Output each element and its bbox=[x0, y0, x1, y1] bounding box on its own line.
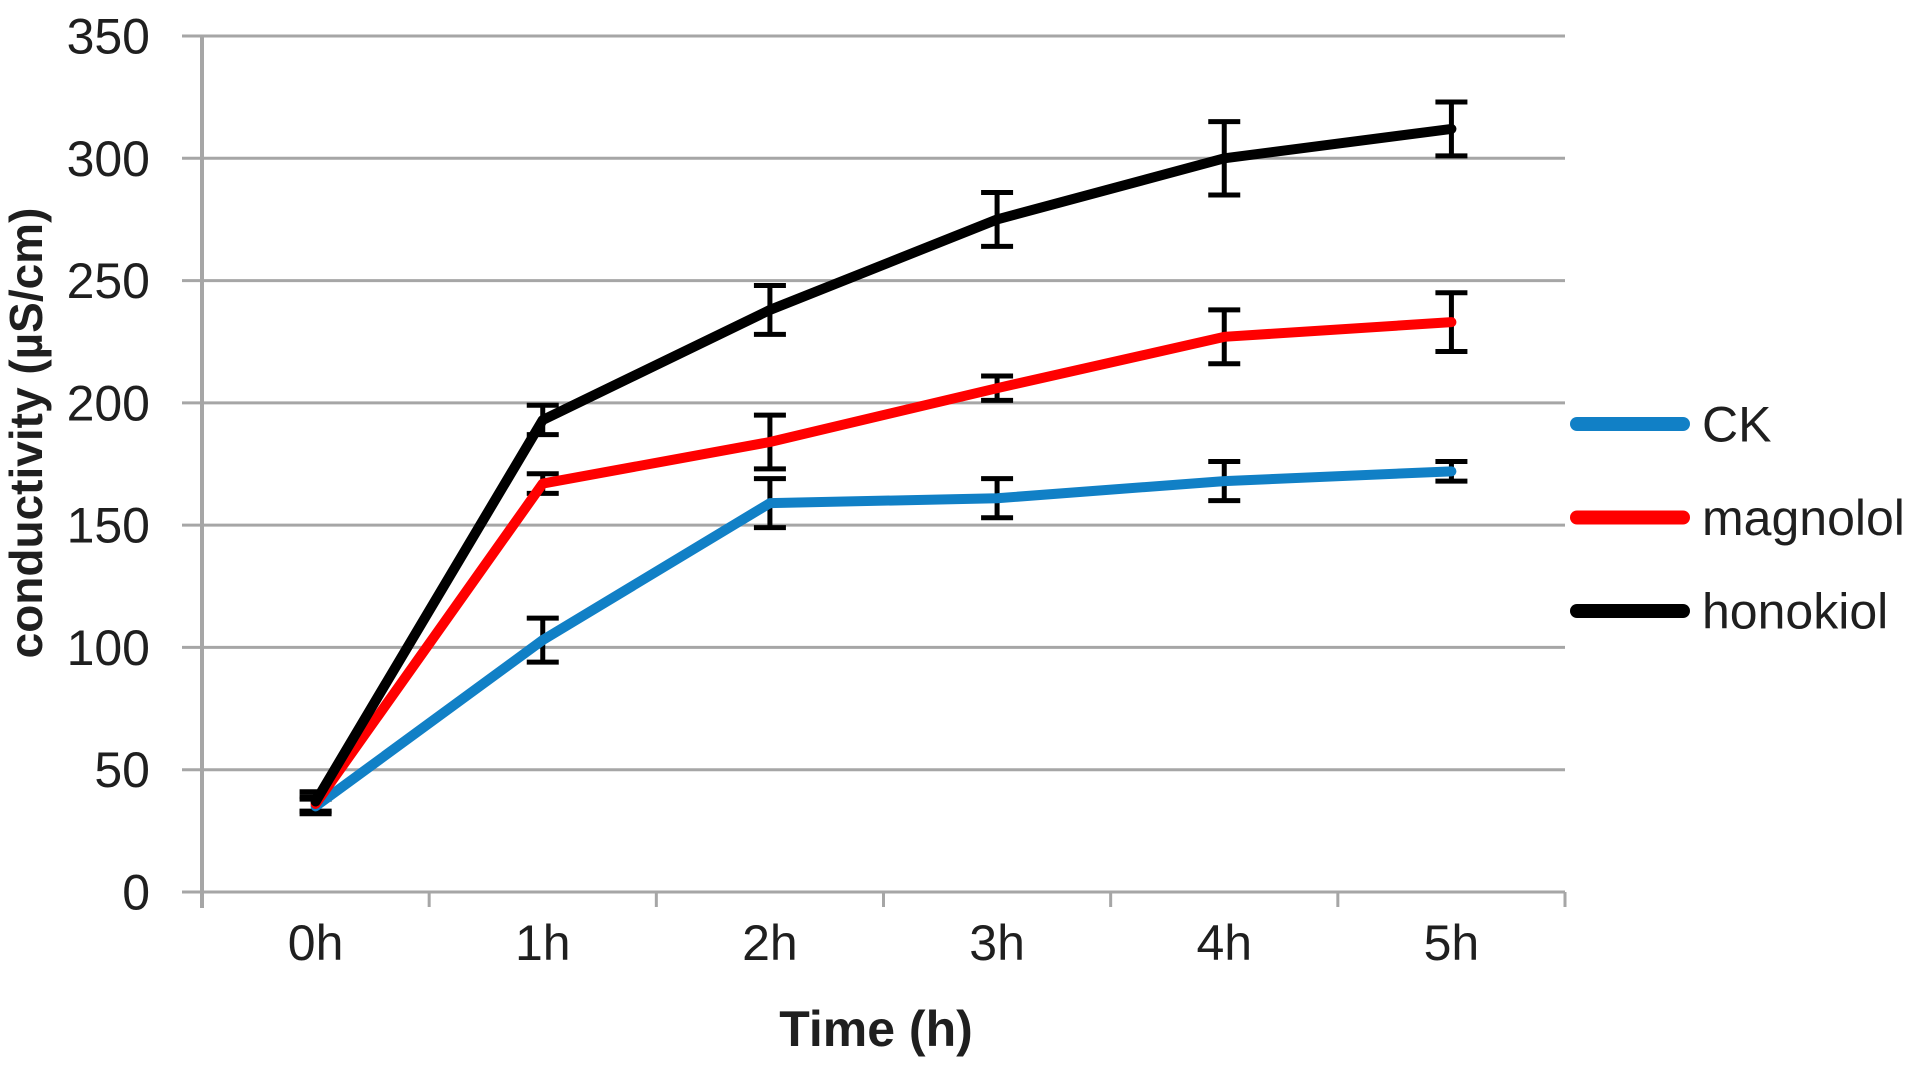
y-tick-label-250: 250 bbox=[67, 253, 150, 309]
x-tick-label-3h: 3h bbox=[969, 915, 1025, 971]
axes-layer bbox=[200, 36, 1567, 908]
y-tick-label-350: 350 bbox=[67, 9, 150, 65]
legend-swatch-CK bbox=[1570, 417, 1690, 431]
x-tick-label-1h: 1h bbox=[515, 915, 571, 971]
y-axis-title: conductivity (µS/cm) bbox=[0, 208, 52, 659]
legend-label-honokiol: honokiol bbox=[1702, 584, 1888, 640]
legend-label-magnolol: magnolol bbox=[1702, 490, 1905, 546]
error-bars-layer bbox=[299, 99, 1468, 817]
tick-labels-layer: 0 50 100 150 200 250 300 350 0h 1h 2h 3h 4h 5h bbox=[67, 9, 1480, 972]
y-tick-label-50: 50 bbox=[94, 742, 150, 798]
y-tick-label-0: 0 bbox=[122, 865, 150, 921]
legend-swatch-honokiol bbox=[1570, 604, 1690, 618]
y-tick-label-150: 150 bbox=[67, 498, 150, 554]
y-tick-label-100: 100 bbox=[67, 620, 150, 676]
x-tick-label-0h: 0h bbox=[288, 915, 344, 971]
legend: CK magnolol honokiol bbox=[1570, 397, 1905, 640]
x-tick-label-4h: 4h bbox=[1196, 915, 1252, 971]
legend-swatch-magnolol bbox=[1570, 510, 1690, 525]
series-line-magnolol bbox=[310, 317, 1457, 809]
x-axis-title: Time (h) bbox=[779, 1001, 973, 1057]
x-tick-label-5h: 5h bbox=[1424, 915, 1480, 971]
gridlines-layer bbox=[182, 34, 1565, 894]
legend-label-CK: CK bbox=[1702, 397, 1771, 453]
y-tick-label-300: 300 bbox=[67, 131, 150, 187]
y-tick-label-200: 200 bbox=[67, 375, 150, 431]
series-lines-layer bbox=[310, 123, 1457, 812]
x-tick-label-2h: 2h bbox=[742, 915, 798, 971]
series-line-honokiol bbox=[310, 123, 1457, 807]
series-line-CK bbox=[310, 466, 1457, 812]
